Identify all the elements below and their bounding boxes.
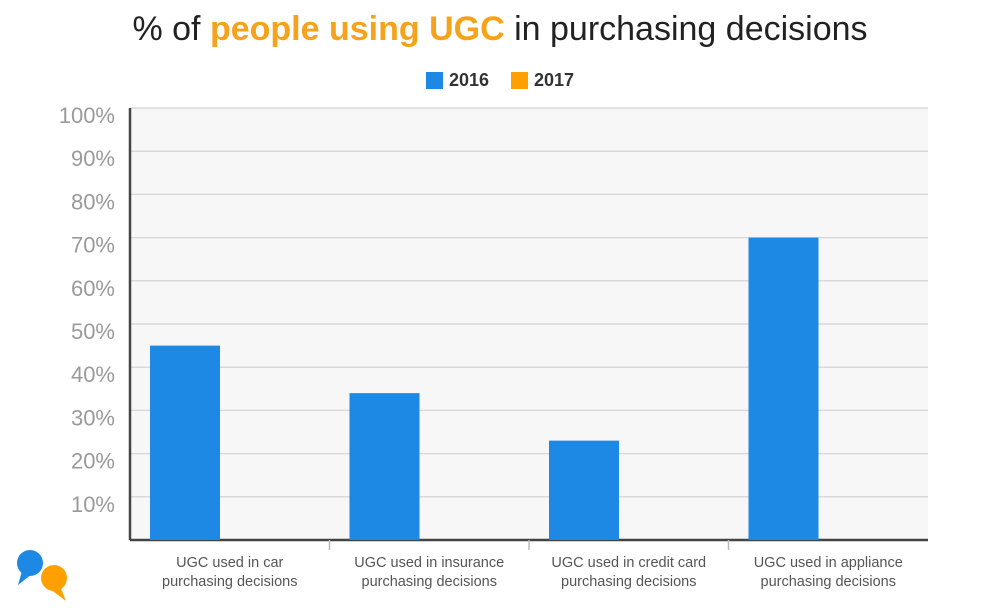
y-tick-label: 100% — [59, 103, 115, 128]
y-tick-label: 10% — [71, 492, 115, 517]
x-category-label: UGC used in insurance — [354, 555, 504, 571]
bar-2016 — [150, 345, 220, 540]
y-tick-label: 60% — [71, 276, 115, 301]
legend-swatch-2016 — [425, 72, 443, 89]
legend: 2016 2017 — [0, 70, 1000, 91]
bar-2016 — [349, 393, 420, 540]
bar-2016 — [748, 237, 819, 540]
title-highlight: people using UGC — [209, 10, 505, 48]
y-tick-label: 50% — [71, 319, 115, 344]
y-tick-label: 70% — [71, 233, 115, 258]
x-category-label: purchasing decisions — [561, 574, 696, 590]
x-category-label: purchasing decisions — [362, 574, 497, 590]
y-tick-label: 80% — [71, 189, 115, 214]
legend-label-2016: 2016 — [448, 70, 489, 90]
x-category-label: purchasing decisions — [162, 574, 297, 590]
y-tick-label: 30% — [71, 405, 115, 430]
x-category-label: UGC used in appliance — [754, 555, 903, 571]
speech-bubbles-logo-icon — [17, 550, 67, 601]
y-tick-label: 40% — [71, 362, 115, 387]
x-category-label: UGC used in credit card — [551, 555, 706, 571]
x-category-label: purchasing decisions — [761, 574, 896, 590]
title-suffix: in purchasing decisions — [514, 10, 868, 48]
y-tick-label: 20% — [71, 449, 115, 474]
legend-item-2017: 2017 — [511, 70, 574, 91]
title-prefix: % of — [132, 10, 201, 48]
x-category-label: UGC used in car — [176, 555, 283, 571]
chart-title: % of people using UGC in purchasing deci… — [0, 10, 1000, 49]
legend-swatch-2017 — [511, 72, 528, 89]
legend-label-2017: 2017 — [534, 70, 575, 90]
legend-item-2016: 2016 — [425, 70, 489, 91]
bar-2016 — [549, 440, 619, 540]
y-tick-label: 90% — [71, 146, 115, 171]
